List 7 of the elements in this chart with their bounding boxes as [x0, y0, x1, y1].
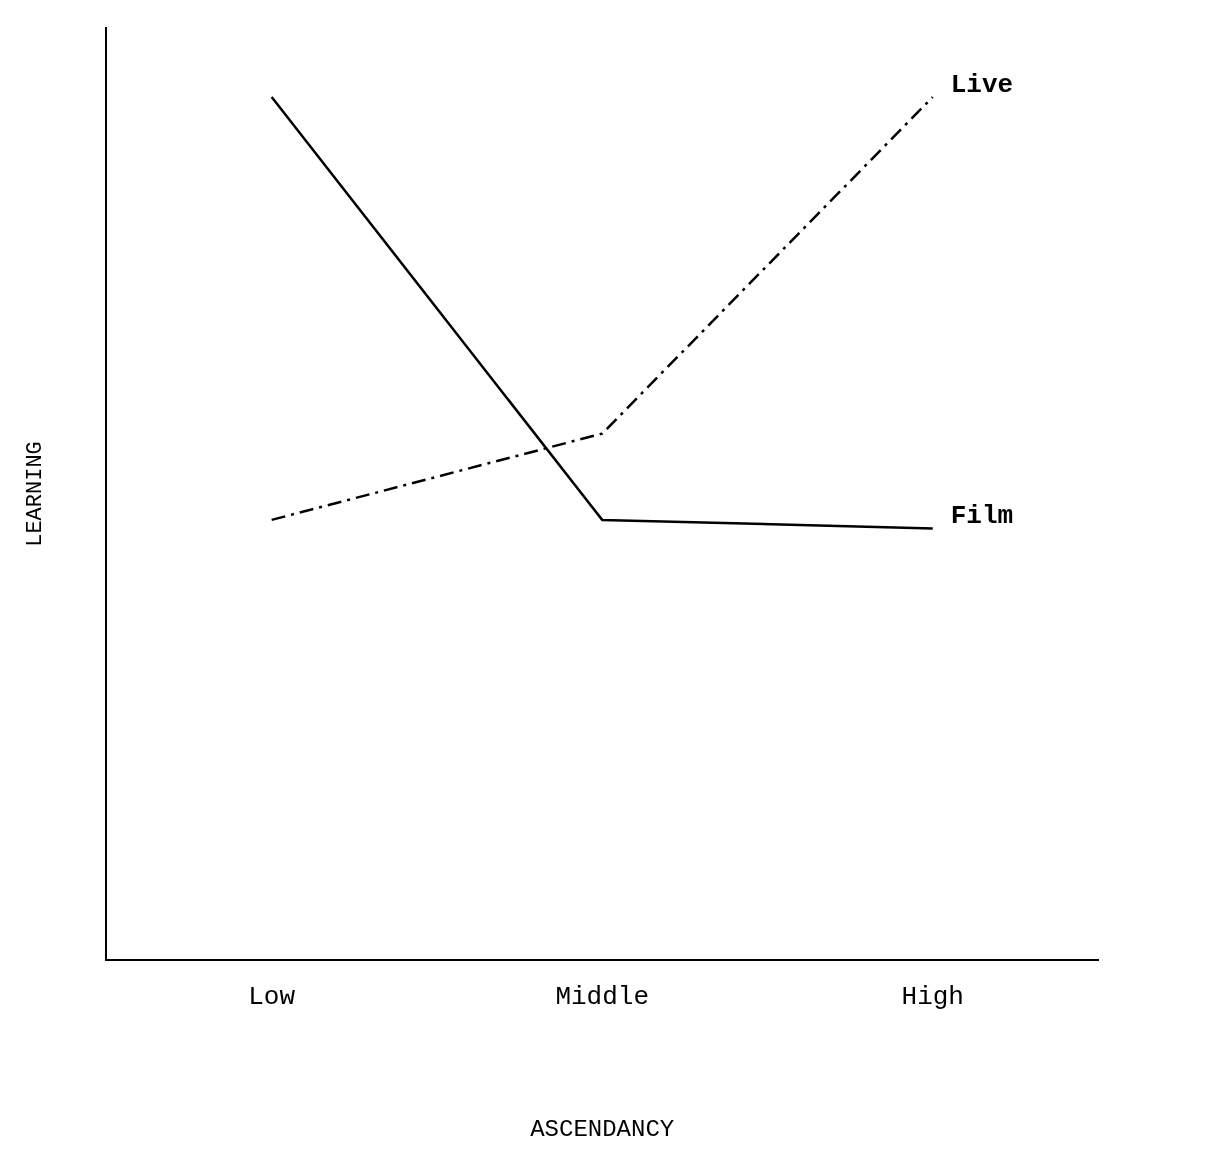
x-axis-title: ASCENDANCY [530, 1115, 675, 1143]
series-label: Film [950, 501, 1014, 532]
y-axis-title: LEARNING [23, 441, 49, 547]
x-tick-label: High [901, 982, 964, 1013]
x-tick-label: Middle [555, 982, 650, 1013]
series-label: Live [950, 69, 1014, 100]
x-tick-label: Low [248, 982, 296, 1013]
